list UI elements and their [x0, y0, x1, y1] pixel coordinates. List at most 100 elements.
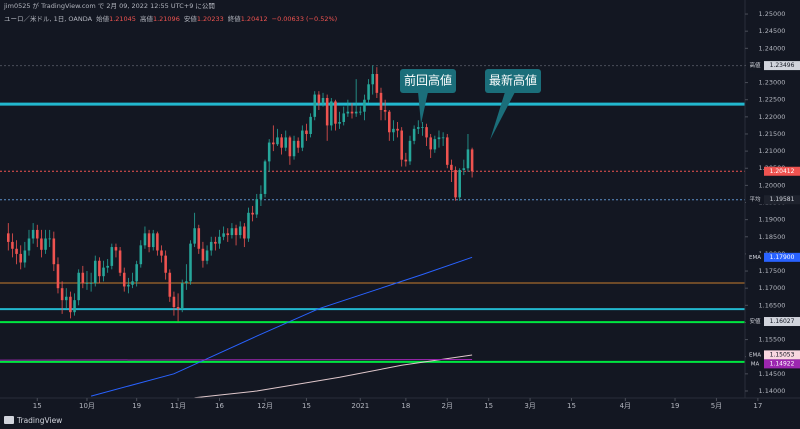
- candle-body: [222, 233, 225, 237]
- price-tag: [764, 350, 800, 360]
- candle-body: [396, 128, 399, 131]
- y-tick-label: 1.24000: [759, 44, 786, 52]
- candle-body: [276, 137, 279, 145]
- candle-body: [98, 260, 101, 277]
- candle-body: [425, 127, 428, 138]
- y-tick-label: 1.25000: [759, 10, 786, 18]
- y-tick-label: 1.17000: [759, 284, 786, 292]
- candle-body: [462, 168, 466, 170]
- candle-body: [301, 130, 304, 148]
- ohlc-label: 安値: [184, 14, 198, 23]
- y-tick-label: 1.16500: [759, 301, 786, 309]
- x-tick-label: 15: [302, 402, 311, 410]
- candle-body: [147, 233, 151, 248]
- candle-body: [458, 169, 461, 198]
- price-tag-name: 平均: [749, 195, 761, 203]
- candle-body: [433, 139, 437, 150]
- candle-body: [64, 296, 68, 301]
- y-tick-label: 1.19000: [759, 216, 786, 224]
- candle-body: [404, 159, 408, 162]
- change: −0.00633 (−0.52%): [272, 15, 338, 23]
- candle-body: [421, 127, 424, 128]
- x-tick-label: 19: [132, 402, 141, 410]
- price-tag-name-bg: [746, 61, 764, 71]
- candle-body: [131, 281, 134, 285]
- candle-body: [313, 94, 317, 117]
- x-tick-label: 11月: [170, 402, 186, 410]
- candle-body: [309, 116, 312, 134]
- callout-pointer: [490, 92, 515, 140]
- candle-body: [292, 140, 296, 157]
- candle-body: [330, 101, 333, 126]
- candle-body: [383, 109, 387, 112]
- candle-body: [180, 283, 184, 309]
- y-tick-label: 1.20000: [759, 181, 786, 189]
- candle-body: [214, 241, 217, 244]
- candle-body: [243, 226, 246, 239]
- price-tag-value: 1.19581: [770, 196, 795, 203]
- candle-body: [85, 283, 89, 284]
- price-tag-value: 1.16027: [770, 318, 795, 325]
- y-tick-label: 1.22000: [759, 113, 786, 121]
- publisher: jim0525 が TradingView.com で 2月 09, 2022 …: [3, 1, 215, 10]
- candle-body: [230, 228, 234, 236]
- candle-body: [122, 272, 126, 287]
- candle-body: [40, 238, 43, 250]
- candle-body: [305, 130, 308, 134]
- y-tick-label: 1.21500: [759, 130, 786, 138]
- candle-body: [375, 74, 379, 93]
- candle-body: [23, 250, 27, 263]
- candle-body: [346, 111, 350, 114]
- candle-body: [139, 245, 143, 265]
- price-tag-value: 1.23496: [770, 62, 795, 69]
- price-tag-name: EMA: [749, 352, 761, 358]
- price-tag: [764, 166, 800, 176]
- price-tag-name: MA: [751, 361, 760, 367]
- price-tag-name: 安値: [749, 317, 761, 325]
- candle-body: [11, 241, 14, 249]
- candle-body: [168, 272, 172, 297]
- candle-body: [226, 233, 230, 236]
- price-tag-name-bg: [746, 252, 764, 262]
- candle-body: [52, 238, 56, 265]
- candle-body: [172, 296, 176, 308]
- price-tag-value: 1.17900: [770, 254, 795, 261]
- callout-text: 前回高値: [404, 73, 452, 88]
- candle-body: [296, 140, 300, 148]
- candle-body: [114, 247, 118, 251]
- candle-body: [354, 111, 358, 114]
- footer-logo: TradingView: [4, 416, 62, 425]
- candle-body: [44, 238, 47, 250]
- y-tick-label: 1.23000: [759, 79, 786, 87]
- candle-body: [400, 130, 403, 160]
- candle-body: [234, 228, 238, 236]
- candle-body: [127, 284, 130, 287]
- candle-body: [176, 307, 180, 309]
- brand: TradingView: [16, 416, 62, 425]
- price-tag: [764, 195, 800, 205]
- y-tick-label: 1.24500: [759, 27, 786, 35]
- candle-body: [412, 128, 416, 141]
- x-tick-label: 3月: [524, 402, 535, 410]
- price-tag: [764, 317, 800, 327]
- candle-body: [255, 199, 259, 215]
- y-tick-label: 1.14000: [759, 387, 786, 395]
- callout-pointer: [418, 92, 428, 124]
- candle-body: [437, 137, 441, 140]
- candle-body: [27, 238, 31, 251]
- candle-body: [272, 142, 275, 145]
- x-tick-label: 15: [567, 402, 576, 410]
- y-tick-label: 1.21000: [759, 147, 786, 155]
- price-tag-name: 高値: [749, 61, 761, 69]
- ohlc-label: 終値: [228, 14, 242, 23]
- ohlc-value: 1.21045: [109, 15, 136, 23]
- ohlc-value: 1.20412: [241, 15, 268, 23]
- candle-body: [102, 267, 105, 277]
- candle-body: [164, 255, 167, 273]
- indicator-line: [90, 256, 473, 397]
- x-tick-label: 2月: [442, 402, 453, 410]
- candle-body: [56, 264, 60, 289]
- y-tick-label: 1.18500: [759, 233, 786, 241]
